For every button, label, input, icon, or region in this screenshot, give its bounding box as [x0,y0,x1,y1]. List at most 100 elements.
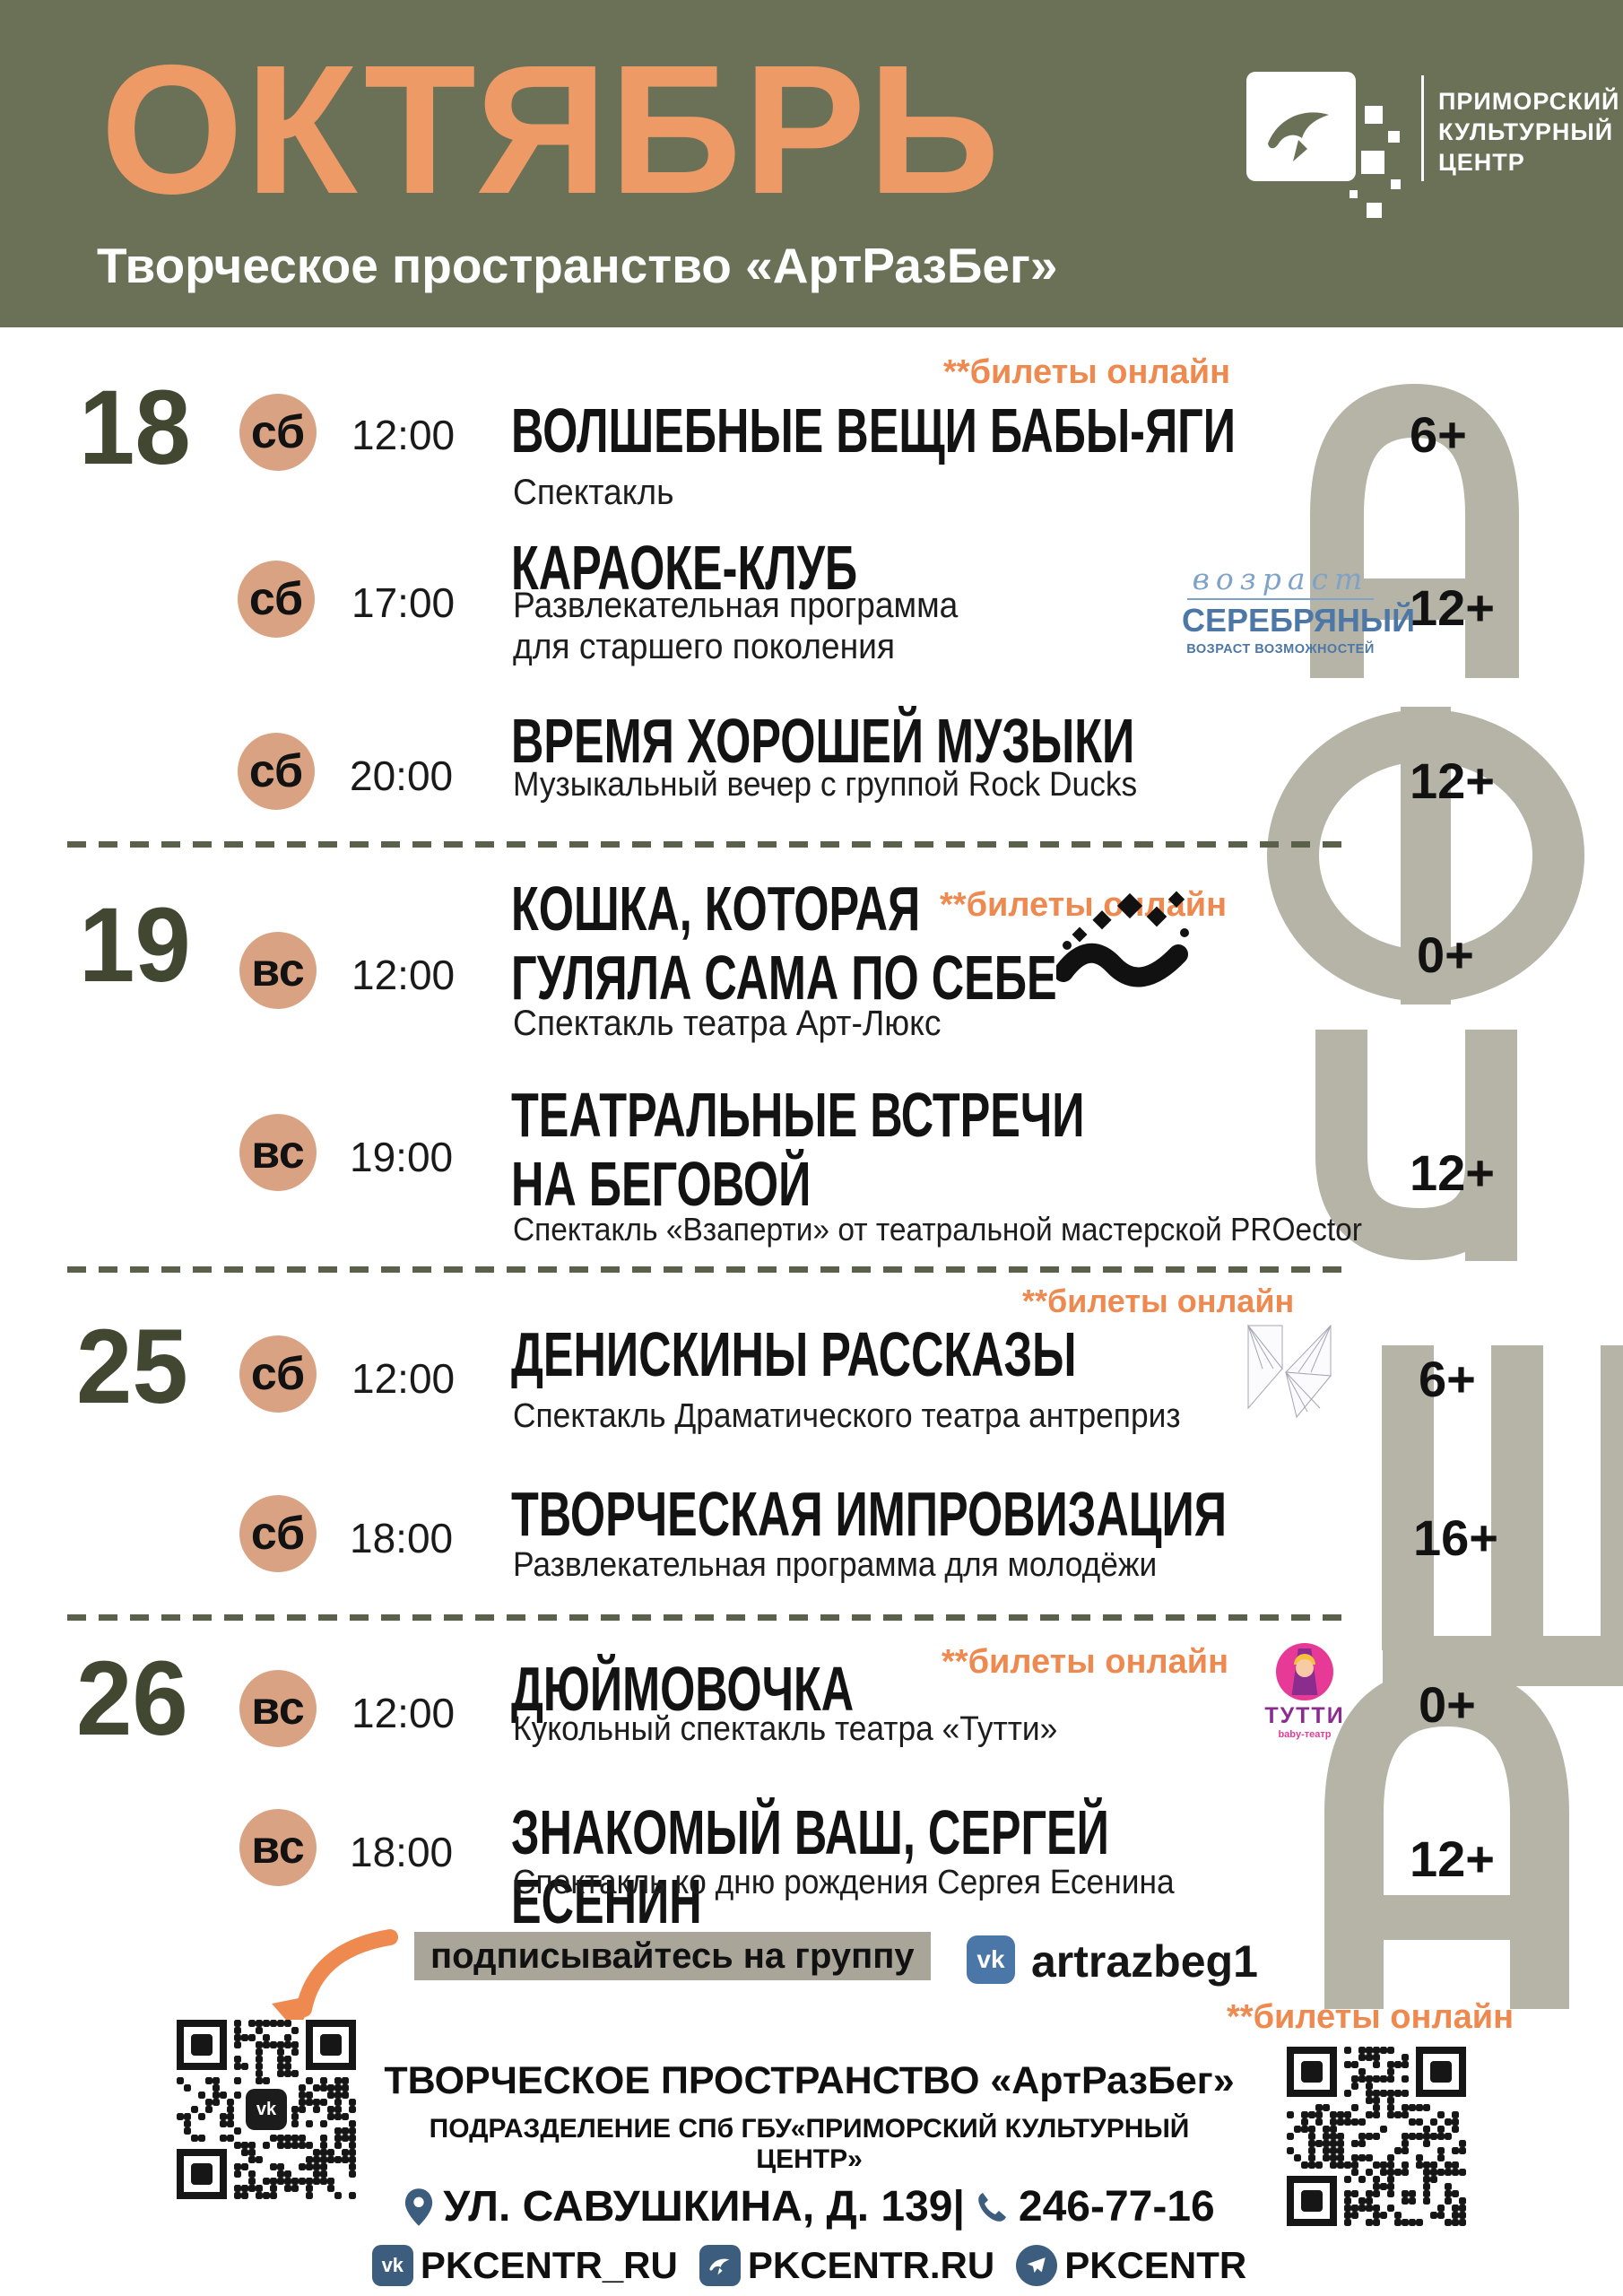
vk-icon-label: vk [976,1945,1005,1973]
vk-icon: vk [371,2245,413,2286]
logo-square [1365,106,1383,124]
event-title: ВОЛШЕБНЫЕ ВЕЩИ БАБЫ-ЯГИ [511,396,1236,465]
watermark-letter-sh [1382,1345,1623,1686]
day-label: сб [248,573,304,625]
phone-number[interactable]: 246-77-16 [1018,2183,1215,2231]
footer-org-subtitle: ПОДРАЗДЕЛЕНИЕ СПб ГБУ«ПРИМОРСКИЙ КУЛЬТУР… [429,2114,1190,2174]
subscribe-text: подписывайтесь на группу [430,1935,915,1976]
bird-icon [699,2245,741,2286]
telegram-icon [1016,2245,1058,2286]
event-time: 18:00 [350,1515,454,1561]
event-subtitle: Спектакль ко дню рождения Сергея Есенина [513,1864,1175,1901]
event-title: ДЮЙМОВОЧКА [511,1654,855,1724]
logo-square [1388,131,1400,143]
event-time: 12:00 [352,1690,456,1736]
event-subtitle: Спектакль [513,473,674,512]
logo-square [1350,190,1358,198]
event-time: 17:00 [352,579,456,626]
watermark-letter-i [1315,1030,1517,1261]
date-25: 25 [76,1308,188,1426]
vk-icon-label: vk [256,2099,277,2119]
silver-age-sub: ВОЗРАСТ ВОЗМОЖНОСТЕЙ [1186,642,1375,657]
divider-dashed [67,841,1350,848]
day-label: вс [251,1683,305,1735]
link-label: PKCENTR_RU [420,2244,678,2286]
day-badge: сб [239,394,317,471]
event-title: ТВОРЧЕСКАЯ ИМПРОВИЗАЦИЯ [511,1479,1228,1549]
vk-icon[interactable]: vk [967,1935,1015,1984]
date-26: 26 [76,1639,188,1758]
event-time: 19:00 [350,1134,454,1180]
watermark-letter-f [1267,707,1584,1004]
date-18: 18 [79,369,191,487]
day-label: сб [250,1508,306,1560]
event-title: КАРАОКЕ-КЛУБ [511,533,858,603]
silver-age-logo: возраст СЕРЕБРЯНЫЙ ВОЗРАСТ ВОЗМОЖНОСТЕЙ [1182,561,1416,657]
event-title: ВРЕМЯ ХОРОШЕЙ МУЗЫКИ [511,706,1135,776]
date-19: 19 [79,886,191,1004]
event-time: 12:00 [352,412,456,458]
tickets-online-note: **билеты онлайн [1227,1998,1515,2036]
day-badge: вс [239,932,317,1009]
qr-code-vk[interactable]: vk [177,2020,356,2199]
day-label: вс [251,1822,305,1874]
divider-dashed [67,1614,1350,1621]
tutti-sub: baby-театр [1278,1729,1332,1740]
crystal-theatre-icon [1246,1324,1332,1419]
subscribe-label: подписывайтесь на группу [414,1932,931,1980]
age-rating: 12+ [1410,1144,1495,1201]
link-site[interactable]: PKCENTR.RU [699,2244,994,2287]
day-badge: вс [239,1114,317,1191]
day-label: вс [251,1126,305,1178]
age-rating: 0+ [1419,1676,1476,1733]
month-title: ОКТЯБРЬ [100,27,1002,232]
org-name: ПРИМОРСКИЙ КУЛЬТУРНЫЙ ЦЕНТР [1438,88,1620,176]
event-title: ЗНАКОМЫЙ ВАШ, СЕРГЕЙ ЕСЕНИН [511,1797,1109,1936]
link-label: PKCENTR [1064,2244,1247,2286]
tickets-online-note: **билеты онлайн [1022,1283,1295,1319]
event-title: ТЕАТРАЛЬНЫЕ ВСТРЕЧИ НА БЕГОВОЙ [511,1080,1085,1219]
day-badge: сб [238,561,315,638]
link-vk[interactable]: vk PKCENTR_RU [371,2244,678,2287]
event-title: ДЕНИСКИНЫ РАССКАЗЫ [511,1319,1077,1389]
day-badge: сб [239,1335,317,1413]
pkc-logo [1246,72,1356,181]
day-label: сб [250,1348,306,1400]
age-rating: 0+ [1417,926,1474,983]
event-subtitle: Кукольный спектакль театра «Тутти» [513,1710,1058,1748]
day-badge: вс [239,1809,317,1886]
event-time: 18:00 [350,1829,454,1875]
age-rating: 6+ [1410,406,1467,463]
age-rating: 12+ [1410,1831,1495,1887]
event-subtitle: Спектакль «Взаперти» от театральной маст… [513,1211,1362,1248]
qr-code-tickets[interactable] [1287,2047,1466,2226]
link-label: PKCENTR.RU [747,2244,995,2286]
tutti-logo-icon [1276,1643,1333,1700]
watermark-letter-a2 [1324,1666,1569,2009]
footer-links-row: vk PKCENTR_RU PKCENTR.RU PKCENTR [371,2244,1246,2287]
header-band: ОКТЯБРЬ Творческое пространство «АртРазБ… [0,0,1623,327]
tutti-theatre-logo: ТУТТИ baby-театр [1255,1643,1354,1740]
day-label: сб [248,745,304,797]
logo-divider [1421,75,1424,181]
event-time: 20:00 [350,752,454,799]
cat-icon [1056,891,1189,987]
event-time: 12:00 [352,1355,456,1402]
link-telegram[interactable]: PKCENTR [1016,2244,1246,2287]
silver-age-script: возраст [1186,561,1375,600]
silver-age-main: СЕРЕБРЯНЫЙ [1182,602,1416,639]
bird-icon [1268,112,1329,161]
day-label: сб [250,406,306,458]
logo-square [1391,179,1401,189]
age-rating: 12+ [1410,579,1495,636]
phone-icon [978,2192,1006,2222]
vk-group-handle[interactable]: artrazbeg1 [1031,1936,1258,1987]
logo-square [1361,151,1384,174]
event-subtitle: Спектакль театра Арт-Люкс [513,1004,942,1043]
event-subtitle: Спектакль Драматического театра антрепри… [513,1397,1181,1435]
footer-org-title: ТВОРЧЕСКОЕ ПРОСТРАНСТВО «АртРазБег» [384,2059,1235,2102]
divider-dashed [67,1266,1350,1273]
qr-pattern [177,2020,356,2199]
event-subtitle: Развлекательная программа для молодёжи [513,1546,1158,1584]
